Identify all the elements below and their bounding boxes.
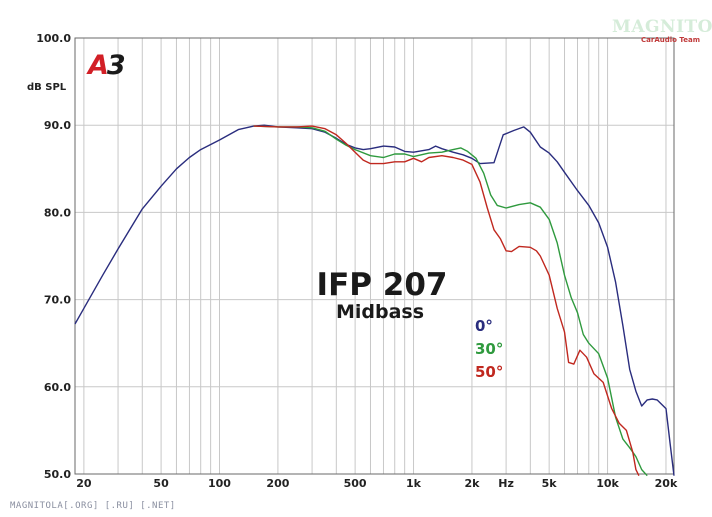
x-tick-label: 500 (344, 477, 367, 490)
brand-watermark: MAGNITOLA CarAudio Team (612, 17, 712, 44)
brand-tagline: CarAudio Team (641, 36, 700, 44)
x-axis-ticks: 20 50 100 200 500 1k 2k Hz 5k 10k 20k (76, 477, 678, 490)
y-axis-label: dB SPL (27, 82, 67, 93)
legend-entry: 0° (475, 317, 493, 335)
series-line (253, 125, 648, 477)
chart-title: IFP 207 (317, 267, 448, 303)
badge-number: 3 (106, 50, 126, 81)
badge-letter: A (88, 50, 109, 81)
brand-name: MAGNITOLA (612, 17, 712, 37)
x-tick-label: 2k (464, 477, 480, 490)
a3-logo: A3 (88, 50, 126, 81)
legend-entry: 30° (475, 340, 503, 358)
x-axis-label: Hz (498, 477, 514, 490)
x-tick-label: 200 (266, 477, 289, 490)
y-tick-label: 50.0 (44, 468, 71, 481)
x-tick-label: 50 (153, 477, 169, 490)
y-tick-label: 60.0 (44, 381, 71, 394)
y-tick-label: 80.0 (44, 206, 71, 219)
plot-grid (75, 37, 674, 475)
legend-entry: 50° (475, 363, 503, 381)
legend: 0° 30° 50° (475, 317, 503, 381)
chart-subtitle: Midbass (336, 301, 424, 323)
series-lines (74, 124, 675, 477)
x-tick-label: 20k (655, 477, 678, 490)
footer-domains: MAGNITOLA[.ORG] [.RU] [.NET] (10, 501, 176, 511)
plot-frame (74, 37, 675, 475)
y-tick-label: 90.0 (44, 119, 71, 132)
y-axis-ticks: 50.0 60.0 70.0 80.0 90.0 100.0 (36, 32, 71, 481)
y-tick-label: 70.0 (44, 294, 71, 307)
x-tick-label: 5k (542, 477, 558, 490)
x-tick-label: 1k (406, 477, 422, 490)
y-tick-label: 100.0 (36, 32, 71, 45)
x-tick-label: 10k (596, 477, 619, 490)
series-line (74, 124, 675, 476)
x-tick-label: 100 (208, 477, 231, 490)
x-tick-label: 20 (76, 477, 92, 490)
series-line (253, 125, 640, 477)
